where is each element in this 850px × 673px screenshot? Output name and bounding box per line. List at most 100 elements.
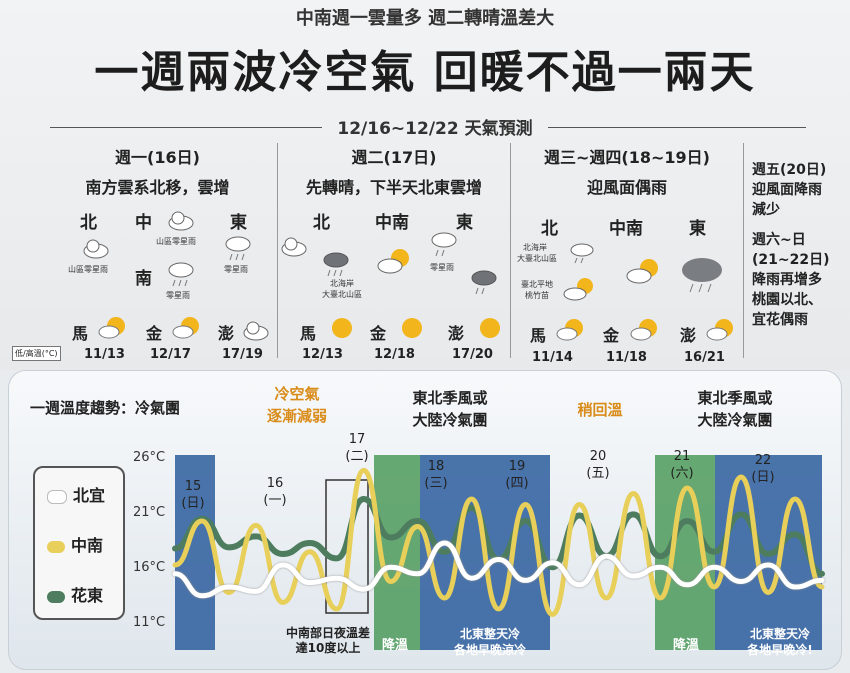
column-divider [510, 143, 511, 358]
sun-icon [332, 318, 352, 338]
day-label: 週三~週四(18~19日) [544, 148, 710, 167]
sun-cloud-icon [98, 317, 125, 339]
rain-cloud-icon [168, 262, 194, 287]
forecast-wed-thu: 週三~週四(18~19日) 迎風面偶雨 北 中南 東 北海岸 大臺北山區 臺北平… [511, 142, 743, 367]
north-note: 山區零星雨 [68, 265, 108, 274]
chart-note: 北東整天冷 各地早晚冷! [720, 626, 840, 658]
rain-cloud-icon [431, 232, 457, 257]
region-central: 中 [135, 213, 152, 233]
north-note: 大臺北山區 [517, 254, 557, 263]
south-note: 零星雨 [166, 291, 190, 300]
north-note: 桃竹苗 [525, 291, 549, 300]
annotation: 稍回溫 [577, 401, 623, 419]
chart-note: 降溫 [672, 638, 699, 653]
forecast-period: 12/16~12/22 天氣預測 [337, 119, 533, 139]
island-name: 金 [603, 326, 620, 345]
island-temp: 16/21 [684, 350, 725, 365]
outlook-text: 宜花偶雨 [752, 312, 808, 328]
forecast-monday: 週一(16日) 南方雲系北移，雲增 北 中 東 南 山區零星雨 山區零星雨 零星… [40, 142, 275, 367]
legend-swatch [47, 540, 65, 553]
region-central: 中南 [375, 213, 409, 233]
rain-cloud-icon [682, 258, 722, 293]
cloud-icon [281, 237, 307, 257]
day-weekday-label: (二) [345, 449, 368, 464]
sun-cloud-icon [556, 319, 583, 341]
day-weekday-label: (四) [505, 476, 528, 491]
y-tick-label: 16°C [133, 560, 166, 575]
island-temp: 17/20 [452, 347, 493, 362]
day-date-label: 15 [185, 479, 202, 494]
island-temp: 11/18 [606, 350, 647, 365]
outlook-friday: 週五(20日) [752, 162, 827, 178]
day-date-label: 16 [267, 476, 284, 491]
island-name: 金 [370, 324, 387, 343]
sun-cloud-icon [626, 259, 658, 284]
legend-label: 北宜 [73, 486, 106, 505]
sun-cloud-icon [706, 319, 733, 341]
day-weekday-label: (五) [586, 466, 609, 481]
sun-cloud-icon [377, 249, 409, 274]
y-tick-label: 26°C [133, 450, 166, 465]
chart-note: 中南部日夜溫差 達10度以上 [268, 626, 388, 656]
trend-heading: 一週溫度趨勢：冷氣團 [30, 399, 181, 417]
region-south: 南 [135, 269, 152, 289]
outlook-text: (21~22日) [752, 252, 830, 268]
region-east: 東 [456, 213, 473, 233]
rain-cloud-icon [471, 270, 497, 295]
north-note: 北海岸 [523, 243, 547, 252]
sun-cloud-icon [630, 319, 657, 341]
legend-label: 中南 [71, 536, 104, 555]
rain-cloud-icon [323, 252, 349, 277]
sun-icon [480, 318, 500, 338]
island-temp: 11/13 [84, 347, 125, 362]
highlight-box [325, 479, 369, 614]
forecast-section: 中南週一雲量多 週二轉晴溫差大 一週兩波冷空氣 回暖不過一兩天 12/16~12… [0, 0, 850, 370]
central-note: 零星雨 [430, 263, 454, 272]
cold-band [175, 455, 215, 650]
outlook-text: 迎風面降雨 [752, 182, 822, 198]
day-description: 迎風面偶雨 [586, 178, 667, 197]
region-north: 北 [313, 213, 330, 233]
note-line: 北東整天冷 [459, 627, 520, 641]
rain-cloud-icon [225, 236, 251, 261]
annotation: 大陸冷氣團 [697, 411, 773, 429]
day-weekday-label: (三) [424, 476, 447, 491]
sun-cloud-icon [172, 317, 199, 339]
page-title: 一週兩波冷空氣 回暖不過一兩天 [94, 47, 756, 98]
day-date-label: 20 [590, 449, 607, 464]
day-weekday-label: (日) [181, 496, 204, 511]
day-label: 週二(17日) [351, 148, 437, 167]
y-tick-label: 11°C [133, 615, 166, 630]
subtitle: 中南週一雲量多 週二轉晴溫差大 [295, 8, 555, 29]
legend-item: 北宜 [47, 482, 105, 506]
region-east: 東 [230, 213, 247, 233]
annotation: 東北季風或 [412, 389, 488, 407]
note-line: 各地早晚冷! [747, 643, 813, 657]
region-north: 北 [80, 213, 97, 233]
day-date-label: 19 [509, 459, 526, 474]
annotation: 冷空氣 [274, 385, 320, 403]
cloud-icon [83, 239, 109, 259]
chart-note: 北東整天冷 各地早晚涼冷 [430, 626, 550, 658]
sun-icon [402, 318, 422, 338]
y-tick-label: 21°C [133, 505, 166, 520]
north-note: 北海岸 [330, 279, 354, 288]
divider-line-right [548, 127, 806, 128]
outlook-weekend: 週六~日 [752, 232, 806, 248]
central-note: 山區零星雨 [156, 237, 196, 246]
day-description: 先轉晴，下半天北東雲增 [305, 178, 482, 197]
annotation: 東北季風或 [697, 389, 773, 407]
island-temp: 11/14 [532, 350, 573, 365]
legend-item: 中南 [47, 532, 103, 556]
series-line-central [172, 467, 825, 618]
note-line: 達10度以上 [295, 641, 361, 655]
island-name: 馬 [300, 324, 317, 343]
note-line: 中南部日夜溫差 [285, 626, 370, 640]
region-north: 北 [541, 219, 558, 239]
legend-swatch [47, 489, 67, 504]
island-temp: 12/17 [150, 347, 191, 362]
day-description: 南方雲系北移，雲增 [85, 178, 230, 197]
forecast-tuesday: 週二(17日) 先轉晴，下半天北東雲增 北 中南 東 北海岸 大臺北山區 零星雨 [278, 142, 510, 367]
outlook-text: 降雨再增多 [752, 272, 822, 288]
